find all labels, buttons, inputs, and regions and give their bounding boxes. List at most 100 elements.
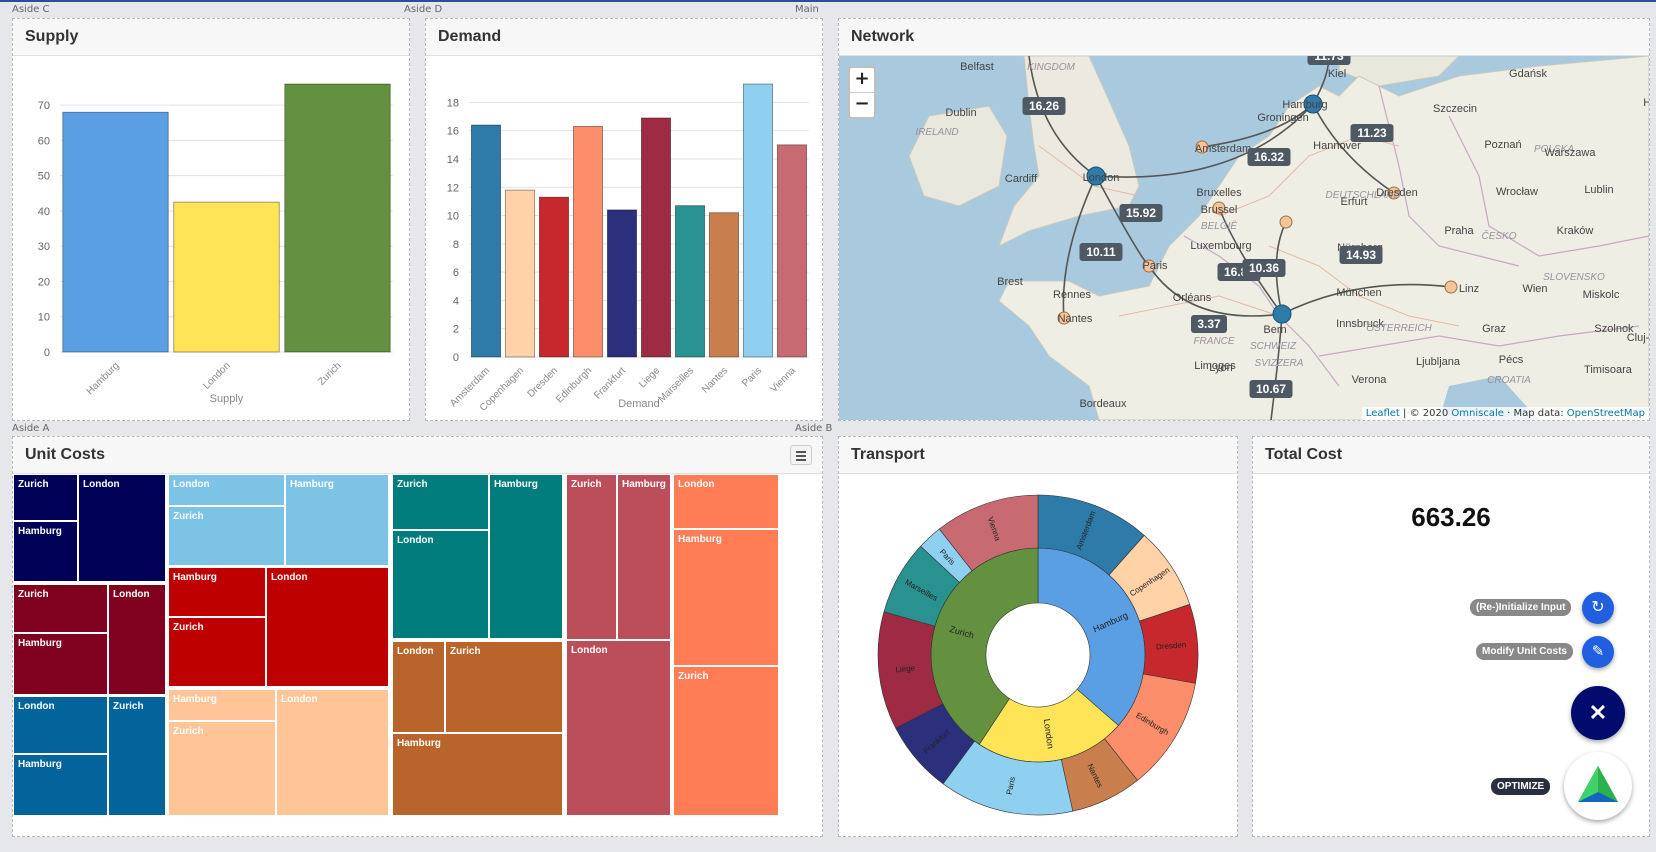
- slot-label-aside-d: Aside D: [404, 4, 443, 15]
- edge-weight-badge: [1242, 259, 1286, 277]
- sunburst-label: Dresden: [1156, 640, 1187, 651]
- total-cost-panel-header: Total Cost: [1253, 437, 1649, 474]
- bar-vienna[interactable]: [776, 144, 808, 358]
- x-tick-label: Liege: [637, 365, 662, 390]
- edge-weight-label: 10.36: [1249, 261, 1279, 275]
- treemap-cell[interactable]: Zurich: [566, 474, 617, 640]
- treemap-cell[interactable]: London: [168, 474, 285, 506]
- treemap-cell[interactable]: Hamburg: [285, 474, 389, 566]
- treemap-cell[interactable]: Hamburg: [13, 521, 78, 582]
- treemap-cell[interactable]: London: [108, 584, 166, 695]
- edge-weight-badge: [1350, 124, 1394, 142]
- supply-panel: Supply 0 10 20 30 40 50 60 70 Hamburg London Zuric…: [12, 18, 410, 421]
- treemap-cell[interactable]: Hamburg: [392, 733, 563, 816]
- network-map[interactable]: Belfast KINGDOM Dublin IRELAND Cardiff London…: [839, 56, 1649, 420]
- y-tick-label: 8: [453, 239, 459, 251]
- modify-unit-costs-button[interactable]: ✎: [1582, 636, 1614, 668]
- treemap-cell[interactable]: Zurich: [445, 641, 563, 733]
- treemap-cell[interactable]: Hamburg: [168, 567, 266, 617]
- treemap-cell[interactable]: Hamburg: [617, 474, 671, 640]
- bar-liege[interactable]: [640, 117, 672, 358]
- osm-link[interactable]: OpenStreetMap: [1566, 408, 1645, 419]
- bar-dresden[interactable]: [538, 196, 570, 358]
- map-zoom-control: + −: [848, 66, 876, 119]
- modify-unit-costs-label[interactable]: Modify Unit Costs: [1476, 643, 1573, 660]
- optimize-label[interactable]: OPTIMIZE: [1491, 778, 1551, 795]
- map-city-label: Limoges: [1194, 360, 1236, 372]
- bar-edinburgh[interactable]: [572, 126, 604, 358]
- treemap-cell[interactable]: Hamburg: [673, 529, 779, 666]
- zoom-in-button[interactable]: +: [850, 68, 874, 93]
- optimize-button[interactable]: [1564, 752, 1632, 820]
- sunburst-segment[interactable]: [938, 494, 1039, 572]
- bar-copenhagen[interactable]: [504, 189, 536, 358]
- treemap-cell[interactable]: London: [13, 696, 108, 754]
- map-city-label: Bruxelles: [1196, 187, 1242, 199]
- treemap-cell[interactable]: London: [392, 641, 445, 733]
- treemap-cell[interactable]: Zurich: [673, 666, 779, 816]
- supply-panel-header: Supply: [13, 19, 409, 56]
- edge-weight-badge: [1119, 204, 1163, 222]
- edge-weight-badge: [1307, 56, 1351, 65]
- reinitialize-input-button[interactable]: ↻: [1582, 592, 1614, 624]
- bar-frankfurt[interactable]: [606, 209, 638, 358]
- map-city-label: Timisoara: [1584, 364, 1633, 376]
- treemap-cell[interactable]: London: [673, 474, 779, 529]
- leaflet-link[interactable]: Leaflet: [1365, 408, 1400, 419]
- bar-london[interactable]: [173, 201, 280, 353]
- edge-weight-badge: [1022, 97, 1066, 115]
- treemap-cell[interactable]: Zurich: [168, 506, 285, 566]
- treemap-cell[interactable]: Zurich: [392, 474, 489, 530]
- map-city-label: SCHWEIZ: [1250, 341, 1297, 352]
- treemap-cell[interactable]: Hamburg: [13, 633, 108, 695]
- zoom-out-button[interactable]: −: [854, 93, 870, 114]
- map-city-label: Poznań: [1484, 139, 1521, 151]
- map-city-label: Wien: [1522, 283, 1547, 295]
- reinitialize-input-label[interactable]: (Re-)Initialize Input: [1470, 599, 1572, 616]
- y-tick-label: 16: [447, 126, 459, 138]
- y-tick-label: 18: [447, 97, 459, 109]
- treemap-cell[interactable]: Hamburg: [489, 474, 563, 639]
- transport-panel-title: Transport: [851, 446, 925, 463]
- treemap-cell[interactable]: London: [78, 474, 166, 582]
- treemap-cell[interactable]: Zurich: [108, 696, 166, 816]
- total-cost-panel-title: Total Cost: [1265, 446, 1343, 463]
- bar-hamburg[interactable]: [62, 111, 169, 353]
- top-accent-line: [0, 0, 1656, 2]
- bar-marseilles[interactable]: [674, 205, 706, 358]
- edge-weight-badge: [1191, 315, 1227, 333]
- y-tick-label: 40: [38, 206, 50, 218]
- close-speed-dial-button[interactable]: ✕: [1571, 686, 1625, 740]
- map-city-label: Innsbruck: [1336, 318, 1384, 330]
- treemap-cell[interactable]: London: [566, 640, 671, 816]
- map-city-label: Szolnok: [1594, 323, 1634, 335]
- treemap-cell[interactable]: Zurich: [13, 474, 78, 521]
- map-city-label: IRELAND: [915, 127, 958, 138]
- edge-weight-label: 3.37: [1197, 317, 1221, 331]
- treemap-cell[interactable]: London: [392, 530, 489, 639]
- treemap-cell[interactable]: Zurich: [168, 617, 266, 687]
- supply-bar-chart: 0 10 20 30 40 50 60 70 Hamburg London Zurich Supply: [38, 83, 393, 405]
- map-city-label: Brussel: [1201, 204, 1238, 216]
- omniscale-link[interactable]: Omniscale: [1451, 408, 1504, 419]
- treemap-cell[interactable]: Zurich: [168, 721, 276, 816]
- map-city-label: Hr: [1643, 97, 1649, 109]
- treemap-cell[interactable]: London: [266, 567, 389, 687]
- bar-zurich[interactable]: [284, 83, 391, 353]
- treemap-cell[interactable]: London: [276, 689, 389, 816]
- bar-nantes[interactable]: [708, 212, 740, 358]
- bar-amsterdam[interactable]: [470, 124, 502, 358]
- map-city-label: FRANCE: [1193, 336, 1234, 347]
- treemap-cell[interactable]: Zurich: [13, 584, 108, 633]
- treemap-cell[interactable]: Hamburg: [13, 754, 108, 816]
- treemap-cell[interactable]: Hamburg: [168, 689, 276, 721]
- map-city-label: Brest: [997, 276, 1023, 288]
- map-city-label: Rennes: [1053, 289, 1091, 301]
- map-city-label: Kraków: [1557, 225, 1594, 237]
- map-city-label: Groningen: [1257, 112, 1308, 124]
- chart-menu-button[interactable]: [790, 445, 812, 465]
- bar-paris[interactable]: [742, 83, 774, 358]
- edge-weight-label: 11.73: [1314, 56, 1344, 63]
- x-tick-label: Dresden: [526, 365, 561, 400]
- edge-weight-label: 16.32: [1254, 150, 1284, 164]
